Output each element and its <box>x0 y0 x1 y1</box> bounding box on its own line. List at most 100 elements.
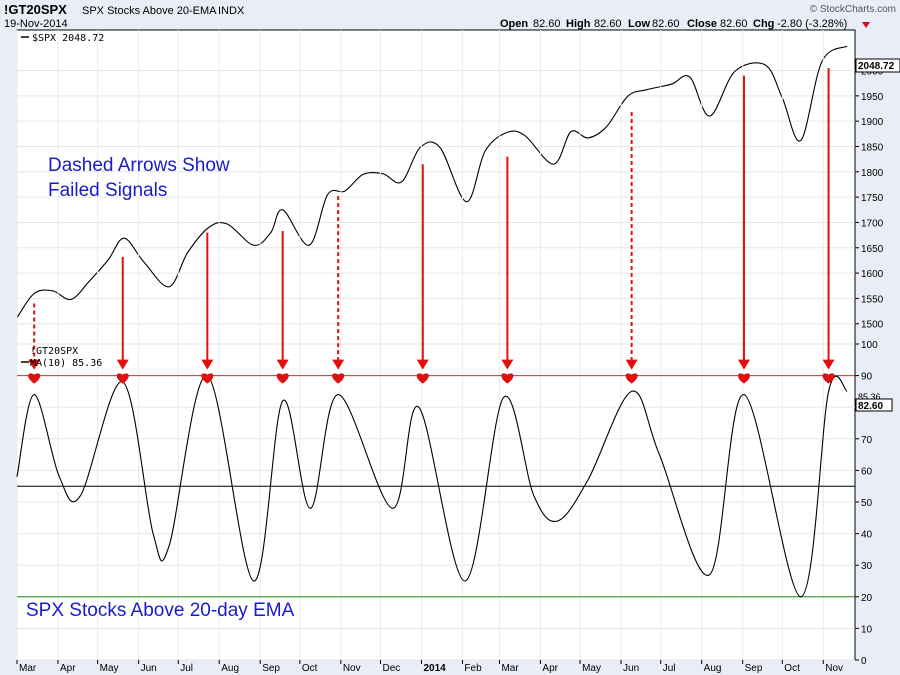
arrow-head-icon <box>822 359 835 370</box>
x-tick-label: Sep <box>745 663 763 674</box>
gt20-tick-label: 100 <box>861 340 878 351</box>
arrow-head-icon <box>276 359 289 370</box>
low-value: 82.60 <box>652 18 680 30</box>
heart-marker-icon <box>501 373 514 384</box>
gt20-tick-label: 90 <box>861 372 873 383</box>
high-value: 82.60 <box>594 18 622 30</box>
spx-tick-label: 1750 <box>861 193 884 204</box>
arrow-head-icon <box>201 359 214 370</box>
heart-marker-icon <box>332 373 345 384</box>
x-tick-label: Apr <box>542 663 558 674</box>
annotation-line-1: Dashed Arrows Show <box>48 155 230 176</box>
chg-label: Chg <box>753 18 774 30</box>
gt20-series-line <box>16 375 848 598</box>
arrow-head-icon <box>416 359 429 370</box>
spx-tick-label: 1950 <box>861 92 884 103</box>
price-legend: $SPX 2048.72 <box>21 33 104 44</box>
low-label: Low <box>628 18 650 30</box>
price-panel <box>16 29 856 345</box>
heart-marker-icon <box>822 373 835 384</box>
open-label: Open <box>500 18 528 30</box>
gt20-tick-label: 10 <box>861 624 873 635</box>
indicator-panel-content: 0102030405060708090100 <box>16 340 878 667</box>
annotation-line-2: Failed Signals <box>48 180 167 201</box>
arrow-head-icon <box>116 359 129 370</box>
arrow-head-icon <box>625 359 638 370</box>
chart-symbol: !GT20SPX <box>4 2 67 17</box>
indicator-legend-ma: MA(10) 85.36 <box>30 358 102 369</box>
x-tick-label: May <box>100 663 119 674</box>
indicator-legend: !GT20SPX MA(10) 85.36 <box>21 346 102 369</box>
spx-series-line <box>16 45 848 319</box>
gt20-tick-label: 70 <box>861 435 873 446</box>
close-value: 82.60 <box>720 18 748 30</box>
spx-tick-label: 1700 <box>861 218 884 229</box>
x-tick-label: May <box>582 663 601 674</box>
chart-description: SPX Stocks Above 20-EMA <box>82 5 217 17</box>
spx-tick-label: 1800 <box>861 168 884 179</box>
x-tick-label: Jun <box>623 663 639 674</box>
x-tick-label: Mar <box>501 663 519 674</box>
gt20-tick-label: 20 <box>861 593 873 604</box>
arrow-head-icon <box>737 359 750 370</box>
gt20-tick-label: 50 <box>861 498 873 509</box>
gt20-tick-label: 30 <box>861 561 873 572</box>
high-label: High <box>566 18 591 30</box>
ma-last-value: 85.36 <box>858 392 881 402</box>
spx-tick-label: 1850 <box>861 142 884 153</box>
x-tick-label: Feb <box>464 663 482 674</box>
x-tick-label: Jul <box>663 663 676 674</box>
gt20-tick-label: 40 <box>861 530 873 541</box>
x-tick-label: Jun <box>141 663 157 674</box>
arrow-head-icon <box>28 359 41 370</box>
x-axis: Mar Apr May Jun Jul Aug Sep Oct Nov Dec 2014 Feb Mar… <box>16 660 843 674</box>
heart-marker-icon <box>201 373 214 384</box>
chart-exchange: INDX <box>218 5 245 17</box>
price-last-tag <box>855 58 900 73</box>
x-tick-label: 2014 <box>423 663 446 674</box>
spx-tick-label: 1650 <box>861 244 884 255</box>
indicator-legend-symbol: !GT20SPX <box>30 346 78 357</box>
heart-marker-icon <box>116 373 129 384</box>
chart-date: 19-Nov-2014 <box>4 18 68 30</box>
x-tick-label: Sep <box>262 663 280 674</box>
brand-watermark: © StockCharts.com <box>810 4 896 15</box>
x-tick-label: Oct <box>302 663 318 674</box>
x-tick-label: Jul <box>180 663 193 674</box>
x-tick-label: Oct <box>784 663 800 674</box>
x-tick-label: Nov <box>825 663 843 674</box>
gt20-tick-label: 60 <box>861 466 873 477</box>
arrow-head-icon <box>501 359 514 370</box>
spx-tick-label: 1550 <box>861 294 884 305</box>
heart-marker-icon <box>416 373 429 384</box>
signal-arrows <box>28 67 835 384</box>
chg-down-icon <box>862 22 870 28</box>
chg-value: -2.80 (-3.28%) <box>777 18 847 30</box>
heart-marker-icon <box>276 373 289 384</box>
open-value: 82.60 <box>533 18 561 30</box>
x-tick-label: Nov <box>343 663 361 674</box>
indicator-last-value: 82.60 <box>858 401 883 412</box>
ohlc-readout: Open 82.60 High 82.60 Low 82.60 Close 82… <box>500 18 870 30</box>
indicator-annotation: SPX Stocks Above 20-day EMA <box>26 600 295 621</box>
spx-tick-label: 1500 <box>861 320 884 331</box>
price-panel-content: 1500 1550 1600 1650 1700 1750 1800 1850 1900 1950… <box>16 30 884 660</box>
gt20-tick-label: 0 <box>861 656 867 667</box>
x-tick-label: Apr <box>60 663 76 674</box>
close-label: Close <box>687 18 717 30</box>
x-tick-label: Mar <box>19 663 37 674</box>
spx-tick-label: 1900 <box>861 117 884 128</box>
price-legend-label: $SPX 2048.72 <box>32 33 104 44</box>
price-last-value: 2048.72 <box>858 61 895 72</box>
indicator-last-tag <box>855 398 893 412</box>
arrow-head-icon <box>332 359 345 370</box>
heart-marker-icon <box>625 373 638 384</box>
x-tick-label: Dec <box>382 663 400 674</box>
spx-tick-label: 1600 <box>861 269 884 280</box>
x-tick-label: Aug <box>704 663 722 674</box>
heart-marker-icon <box>737 373 750 384</box>
x-tick-label: Aug <box>221 663 239 674</box>
heart-marker-icon <box>28 373 41 384</box>
